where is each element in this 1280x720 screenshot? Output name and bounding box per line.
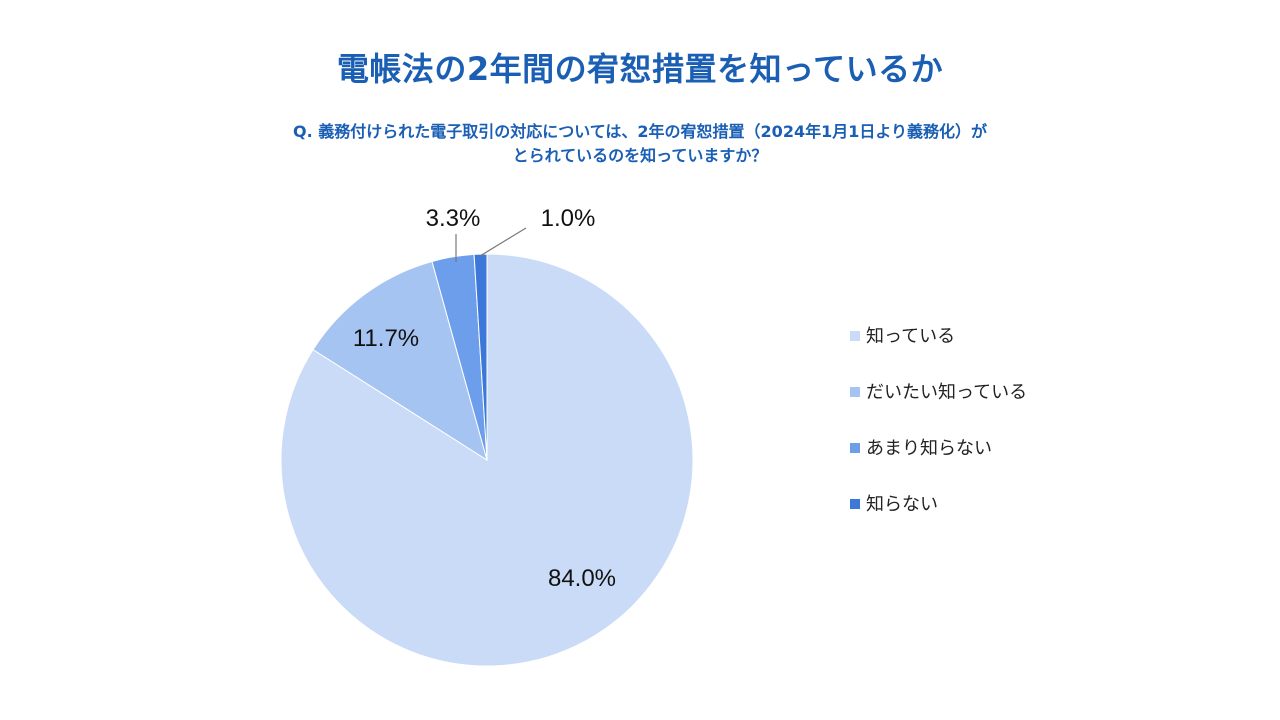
chart-title: 電帳法の2年間の宥恕措置を知っているか [336, 50, 944, 88]
leader-lines [455, 227, 527, 262]
slice-value-label-4: 1.0% [541, 205, 596, 232]
pie-slices [280, 253, 694, 667]
legend-label-4: 知らない [866, 494, 938, 515]
pie-slice-4 [473, 253, 488, 461]
question-text: Q. 義務付けられた電子取引の対応については、2年の宥恕措置（2024年1月1日… [190, 120, 1090, 168]
legend-swatch-1 [850, 331, 860, 341]
slice-labels: 84.0% 11.7% 3.3% 1.0% [353, 205, 616, 592]
legend-swatch-2 [850, 387, 860, 397]
pie-slice-2 [312, 260, 488, 462]
question-line-2: とられているのを知っていますか？ [512, 146, 768, 165]
slice-value-label-1: 84.0% [548, 565, 616, 592]
legend-swatch-4 [850, 499, 860, 509]
question-line-1: Q. 義務付けられた電子取引の対応については、2年の宥恕措置（2024年1月1日… [292, 122, 988, 141]
slice-value-label-2: 11.7% [353, 325, 419, 352]
leader-line-4 [479, 227, 527, 257]
legend-label-2: だいたい知っている [866, 382, 1027, 403]
legend-swatch-3 [850, 443, 860, 453]
slice-value-label-3: 3.3% [426, 205, 481, 232]
legend-label-1: 知っている [866, 326, 955, 347]
legend-label-3: あまり知らない [866, 438, 992, 459]
